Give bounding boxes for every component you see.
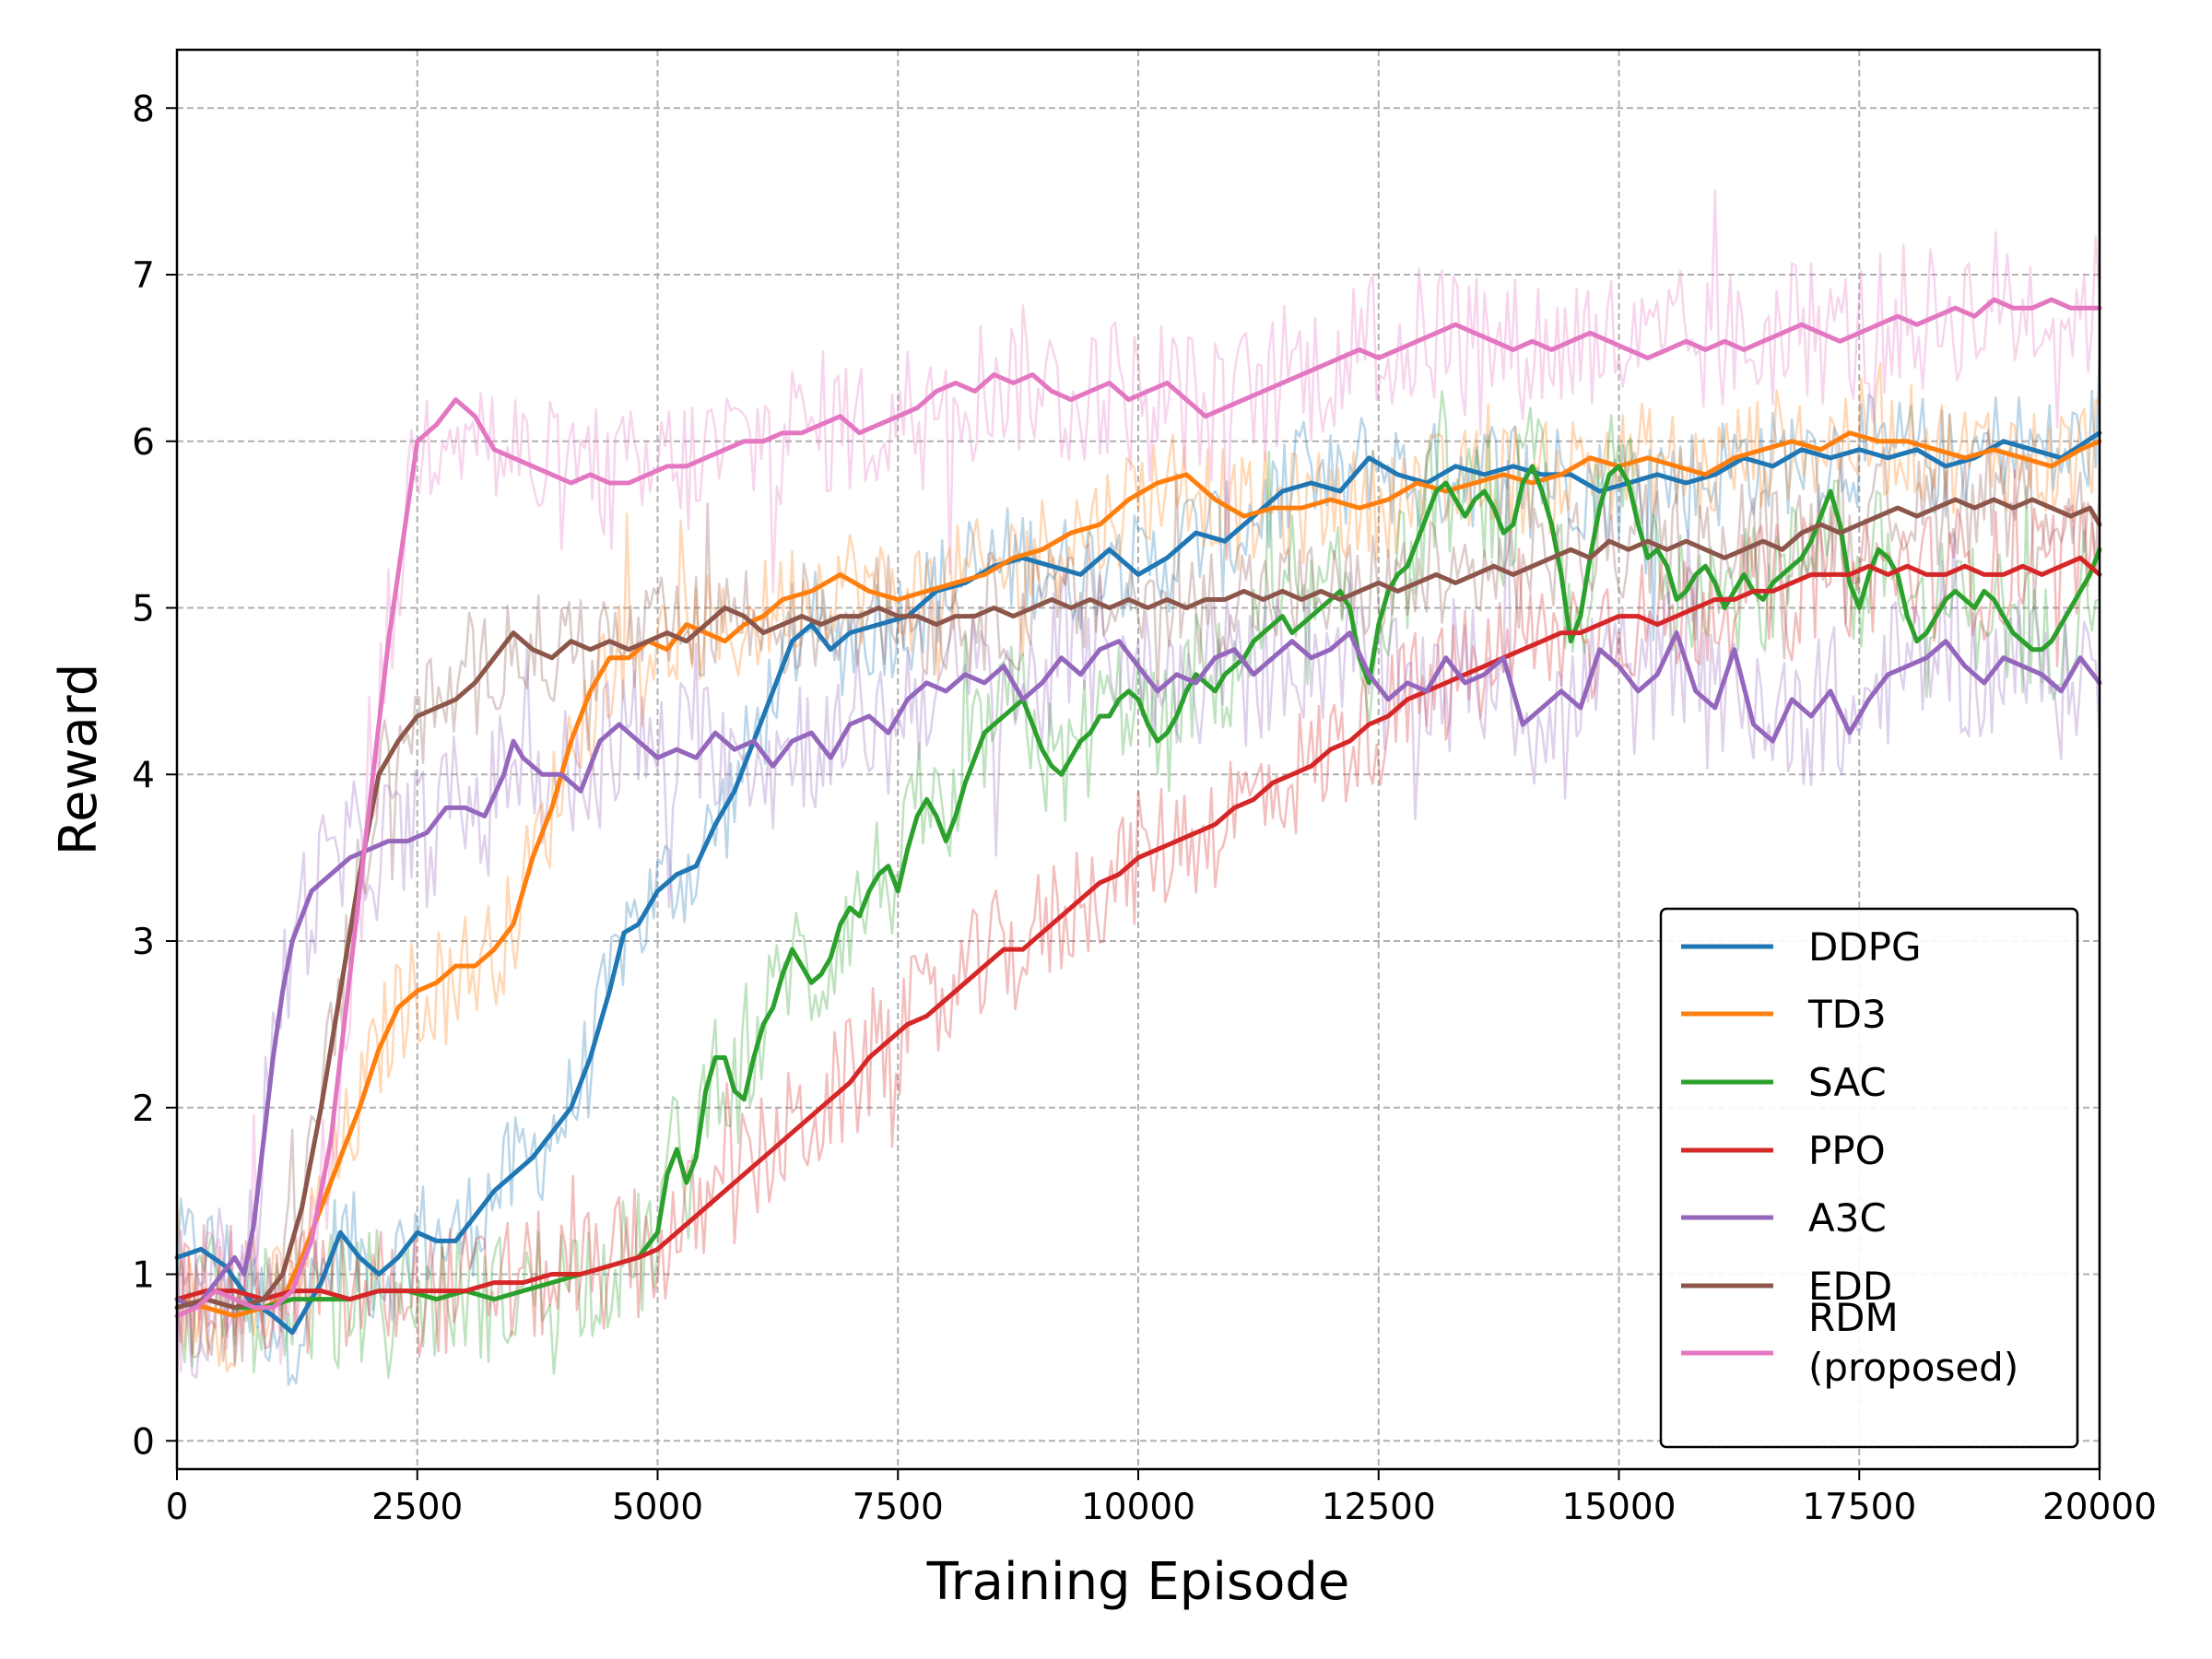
series-line-rdm bbox=[174, 297, 2102, 1319]
raw-trace-td3 bbox=[175, 361, 2100, 1373]
x-tick-label: 0 bbox=[166, 1487, 189, 1528]
y-tick-label: 5 bbox=[132, 589, 155, 630]
legend-box bbox=[1659, 907, 2079, 1449]
x-tick-label: 2500 bbox=[371, 1487, 463, 1528]
legend-label-sac: SAC bbox=[1808, 1060, 1887, 1105]
legend-label-rdm: (proposed) bbox=[1808, 1345, 2018, 1390]
y-tick-label: 4 bbox=[132, 755, 155, 796]
x-tick-label: 10000 bbox=[1081, 1487, 1195, 1528]
x-tick-label: 15000 bbox=[1561, 1487, 1676, 1528]
x-tick-label: 5000 bbox=[612, 1487, 703, 1528]
x-tick-label: 20000 bbox=[2042, 1487, 2157, 1528]
y-tick-label: 6 bbox=[132, 422, 155, 464]
y-tick-label: 1 bbox=[132, 1255, 155, 1297]
x-axis-ticks: 0 2500 5000 7500 10000 12500 15000 17500 20000 bbox=[166, 1469, 2157, 1528]
y-tick-label: 3 bbox=[132, 922, 155, 963]
raw-trace-edd bbox=[175, 429, 2101, 1363]
legend-label-ddpg: DDPG bbox=[1808, 924, 1922, 970]
series-line-edd bbox=[174, 497, 2102, 1311]
legend-label-td3: TD3 bbox=[1807, 992, 1887, 1037]
y-tick-label: 7 bbox=[132, 255, 155, 297]
raw-series-traces bbox=[175, 189, 2101, 1392]
series-line-ppo bbox=[174, 555, 2102, 1302]
smoothed-series-lines bbox=[174, 297, 2102, 1335]
y-axis-ticks: 0 1 2 3 4 5 6 7 8 bbox=[132, 88, 177, 1463]
legend-label-rdm: RDM bbox=[1808, 1295, 1899, 1340]
y-tick-label: 0 bbox=[132, 1421, 155, 1463]
x-tick-label: 12500 bbox=[1322, 1487, 1436, 1528]
series-line-sac bbox=[174, 464, 2102, 1311]
x-tick-label: 7500 bbox=[853, 1487, 944, 1528]
series-line-td3 bbox=[174, 430, 2102, 1319]
raw-trace-rdm bbox=[175, 189, 2101, 1373]
series-line-a3c bbox=[174, 630, 2102, 1311]
legend-label-a3c: A3C bbox=[1808, 1195, 1887, 1241]
legend-label-edd: EDD bbox=[1808, 1264, 1892, 1309]
legend-label-ppo: PPO bbox=[1808, 1128, 1886, 1173]
y-axis-title: Reward bbox=[49, 664, 109, 856]
x-axis-title: Training Episode bbox=[926, 1552, 1350, 1612]
y-tick-label: 2 bbox=[132, 1088, 155, 1130]
y-tick-label: 8 bbox=[132, 88, 155, 130]
x-tick-label: 17500 bbox=[1802, 1487, 1916, 1528]
